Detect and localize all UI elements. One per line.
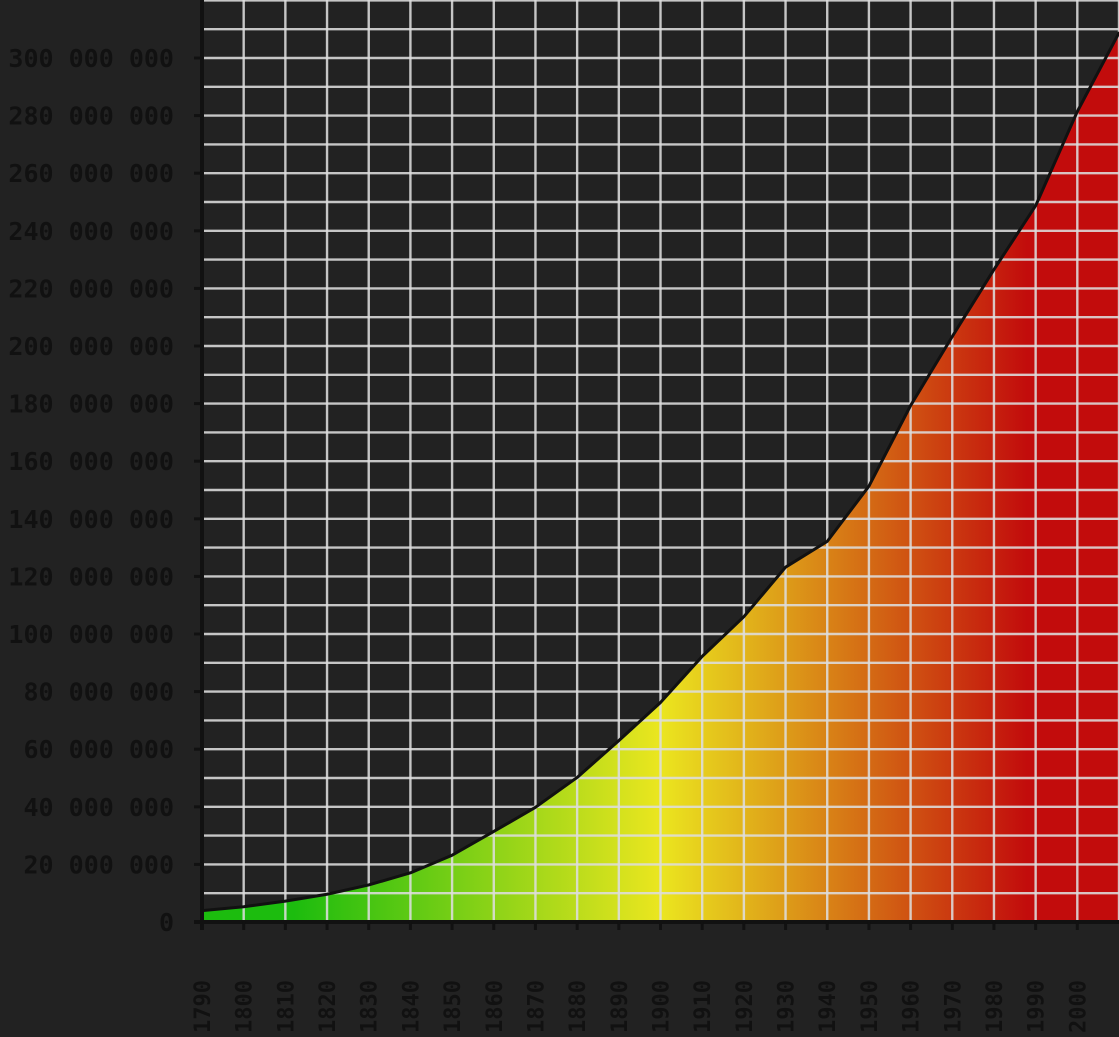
x-tick-label: 1990 [1025,980,1050,1033]
y-tick-label: 100 000 000 [8,620,174,649]
data-point [617,739,621,742]
data-point [367,883,370,887]
y-tick-label: 220 000 000 [8,274,174,303]
x-tick-label: 1970 [941,980,966,1033]
x-tick-label: 1820 [316,980,341,1033]
x-tick-label: 1910 [691,980,716,1033]
y-tick-label: 280 000 000 [8,102,174,131]
x-tick-label: 1900 [650,980,675,1033]
y-tick-label: 120 000 000 [8,562,174,591]
x-tick-label: 1840 [399,980,424,1033]
y-tick-label: 200 000 000 [8,332,174,361]
data-point [909,404,912,407]
x-tick-label: 1980 [983,980,1008,1033]
data-point [700,655,704,658]
x-tick-labels: 1790 1800 1810 1820 1830 1840 1850 1860 1870 1880… [191,980,1091,1033]
x-tick-label: 1890 [608,980,633,1033]
y-tick-label: 240 000 000 [8,217,174,246]
data-point [951,335,954,338]
y-tick-label: 300 000 000 [8,44,174,73]
area-layer [202,32,1119,922]
data-point [826,540,829,543]
x-tick-label: 1790 [191,980,216,1033]
x-tick-label: 1960 [900,980,925,1033]
x-tick-label: 1860 [483,980,508,1033]
y-tick-label: 40 000 000 [23,793,174,822]
y-tick-label: 180 000 000 [8,390,174,419]
data-point [659,701,662,704]
area-fill [202,32,1119,922]
x-tick-label: 2000 [1066,980,1091,1033]
data-point [409,871,412,875]
data-point [867,484,871,488]
data-point [742,615,746,618]
data-point [325,893,329,896]
data-point [534,806,537,809]
y-tick-label: 260 000 000 [8,159,174,188]
data-point [450,854,454,857]
y-tick-label: 160 000 000 [8,447,174,476]
grid-layer [202,0,1119,922]
y-tick-label: 60 000 000 [23,735,174,764]
data-point [784,565,787,569]
y-tick-label: 20 000 000 [23,850,174,879]
data-point [284,899,287,903]
data-point [242,905,245,908]
x-tick-label: 1810 [274,980,299,1033]
x-tick-label: 1940 [816,980,841,1033]
y-tick-label: 140 000 000 [8,505,174,534]
x-tick-label: 1920 [733,980,758,1033]
x-tick-label: 1800 [233,980,258,1033]
data-point [1076,110,1079,113]
x-tick-label: 1930 [775,980,800,1033]
data-point [992,268,996,271]
y-tick-label: 80 000 000 [23,678,174,707]
y-tick-labels: 0 20 000 000 40 000 000 60 000 000 80 000 00… [8,44,174,937]
x-tick-label: 1850 [441,980,466,1033]
x-tick-label: 1880 [566,980,591,1033]
x-tick-label: 1830 [358,980,383,1033]
data-point [492,830,495,833]
x-tick-label: 1870 [524,980,549,1033]
x-tick-label: 1950 [858,980,883,1033]
data-point [1034,204,1037,207]
y-tick-label: 0 [159,908,174,937]
data-point [575,776,579,779]
axis-layer [194,0,1119,930]
